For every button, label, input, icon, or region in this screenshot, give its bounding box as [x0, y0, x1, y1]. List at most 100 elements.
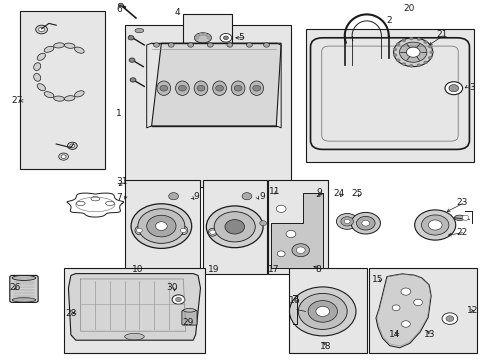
- Ellipse shape: [175, 81, 189, 95]
- Circle shape: [36, 25, 47, 34]
- Circle shape: [400, 288, 410, 295]
- Circle shape: [427, 45, 431, 48]
- Circle shape: [414, 210, 455, 240]
- Ellipse shape: [37, 53, 45, 60]
- Circle shape: [340, 217, 353, 226]
- Text: 2: 2: [386, 16, 391, 25]
- Circle shape: [146, 215, 176, 237]
- Text: 13: 13: [423, 330, 434, 339]
- Circle shape: [408, 64, 412, 67]
- Circle shape: [423, 41, 427, 44]
- Circle shape: [395, 43, 399, 46]
- Text: 14: 14: [388, 330, 400, 339]
- Circle shape: [336, 213, 357, 229]
- Text: 31: 31: [116, 177, 128, 186]
- Circle shape: [118, 3, 123, 7]
- Ellipse shape: [54, 96, 64, 101]
- Circle shape: [160, 85, 167, 91]
- Circle shape: [356, 216, 374, 230]
- Circle shape: [136, 228, 142, 233]
- Text: 6: 6: [116, 4, 122, 13]
- Text: 18: 18: [319, 342, 331, 351]
- Circle shape: [252, 85, 260, 91]
- Text: 9: 9: [316, 188, 322, 197]
- Circle shape: [307, 301, 337, 322]
- Text: 16: 16: [288, 296, 300, 305]
- Text: 25: 25: [350, 189, 362, 198]
- Polygon shape: [68, 274, 200, 340]
- Circle shape: [168, 193, 178, 200]
- Text: 19: 19: [207, 266, 219, 274]
- Ellipse shape: [105, 201, 114, 206]
- Circle shape: [67, 142, 77, 149]
- Circle shape: [206, 34, 210, 37]
- Bar: [368, 268, 476, 353]
- Ellipse shape: [75, 47, 84, 53]
- Circle shape: [416, 64, 420, 67]
- Circle shape: [429, 51, 433, 54]
- Text: 21: 21: [436, 30, 447, 39]
- Circle shape: [180, 228, 186, 233]
- Circle shape: [395, 59, 399, 62]
- Ellipse shape: [44, 92, 54, 98]
- Circle shape: [187, 43, 193, 47]
- Polygon shape: [375, 274, 430, 348]
- Ellipse shape: [34, 63, 41, 71]
- Polygon shape: [271, 193, 322, 268]
- Circle shape: [399, 42, 426, 62]
- Ellipse shape: [12, 298, 36, 302]
- Circle shape: [224, 220, 244, 234]
- Ellipse shape: [183, 309, 195, 312]
- Circle shape: [178, 85, 186, 91]
- Ellipse shape: [37, 84, 45, 91]
- Text: 1: 1: [116, 109, 122, 118]
- Circle shape: [401, 39, 405, 42]
- Circle shape: [427, 220, 441, 230]
- Ellipse shape: [194, 33, 211, 43]
- Ellipse shape: [76, 201, 85, 206]
- Text: 30: 30: [166, 284, 178, 292]
- Circle shape: [195, 34, 199, 37]
- Circle shape: [206, 206, 263, 248]
- Circle shape: [168, 43, 174, 47]
- Circle shape: [246, 43, 252, 47]
- Circle shape: [226, 43, 232, 47]
- Ellipse shape: [12, 275, 36, 280]
- Circle shape: [344, 219, 349, 224]
- Circle shape: [444, 82, 462, 95]
- Text: 7: 7: [116, 194, 122, 202]
- Circle shape: [70, 144, 75, 148]
- Circle shape: [291, 244, 309, 257]
- Circle shape: [413, 299, 422, 306]
- Circle shape: [401, 63, 405, 66]
- Bar: [203, 180, 266, 274]
- Circle shape: [298, 293, 346, 329]
- Ellipse shape: [54, 43, 64, 48]
- Text: 4: 4: [175, 8, 181, 17]
- Bar: [20, 11, 105, 169]
- Circle shape: [234, 85, 242, 91]
- Polygon shape: [151, 43, 281, 126]
- Text: 15: 15: [371, 274, 383, 284]
- Ellipse shape: [208, 228, 217, 236]
- Circle shape: [155, 222, 167, 230]
- Circle shape: [391, 305, 399, 311]
- Bar: [267, 180, 327, 274]
- Ellipse shape: [64, 96, 75, 101]
- FancyBboxPatch shape: [10, 275, 38, 302]
- Circle shape: [393, 38, 432, 67]
- Circle shape: [215, 85, 223, 91]
- Text: 9: 9: [193, 192, 199, 201]
- Circle shape: [361, 220, 369, 226]
- Text: 29: 29: [182, 318, 193, 327]
- Bar: [305, 29, 473, 162]
- Circle shape: [203, 33, 206, 36]
- Circle shape: [392, 54, 396, 57]
- Circle shape: [441, 313, 457, 324]
- Ellipse shape: [91, 197, 100, 201]
- Circle shape: [194, 36, 198, 39]
- Bar: [183, 14, 232, 61]
- Ellipse shape: [157, 81, 170, 95]
- Circle shape: [392, 48, 396, 51]
- Text: 17: 17: [267, 266, 279, 274]
